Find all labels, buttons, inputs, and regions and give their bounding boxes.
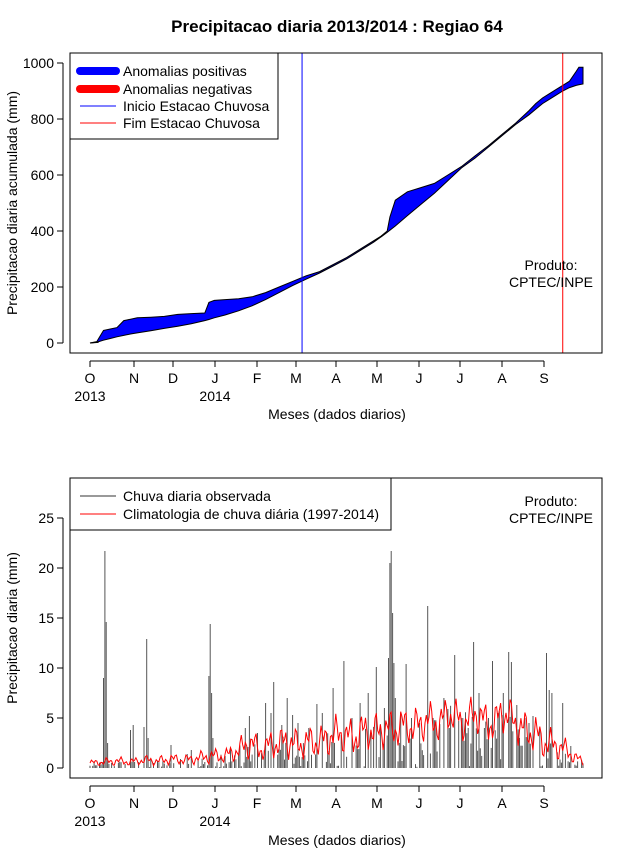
legend-negative: Anomalias negativas [123,81,252,97]
top-month-label: A [497,370,507,386]
top-month-label: D [168,370,178,386]
top-x-axis-label: Meses (dados diarios) [268,406,406,422]
legend-climatology: Climatologia de chuva diária (1997-2014) [123,506,379,522]
positive-anomaly-area [89,66,584,344]
cumulative-chart: 0 200 400 600 800 1000 O N D J F M A M J J A S 2013 2014 [23,52,603,404]
bottom-month-label: J [212,795,219,811]
top-month-label: J [212,370,219,386]
bottom-legend-box [69,477,392,531]
top-month-label: F [253,370,262,386]
top-month-label: J [416,370,423,386]
top-month-label: A [331,370,341,386]
legend-start: Inicio Estacao Chuvosa [123,98,270,114]
top-month-label: O [85,370,96,386]
top-legend: Anomalias positivas Anomalias negativas … [69,52,279,140]
bottom-year-label: 2013 [74,813,105,829]
bottom-month-label: O [85,795,96,811]
legend-observed: Chuva diaria observada [123,488,271,504]
bottom-y-tick-label: 20 [38,560,54,576]
bottom-y-axis-label: Precipitacao diaria (mm) [4,552,20,704]
bottom-x-axis-label: Meses (dados diarios) [268,832,406,848]
top-year-label: 2014 [199,388,230,404]
top-year-label: 2013 [74,388,105,404]
chart-title: Precipitacao diaria 2013/2014 : Regiao 6… [171,17,503,36]
legend-end: Fim Estacao Chuvosa [123,115,260,131]
top-month-label: M [290,370,302,386]
top-annotation-line-2: CPTEC/INPE [509,274,593,290]
negative-anomaly-area [89,341,99,344]
legend-positive: Anomalias positivas [123,63,247,79]
bottom-month-label: M [371,795,383,811]
bottom-month-label: M [290,795,302,811]
top-y-tick-label: 800 [31,111,55,127]
daily-chart: 0 5 10 15 20 25 O N D J F M A M J J A S 2013 2014 [38,477,603,829]
bottom-month-label: F [253,795,262,811]
top-y-tick-label: 0 [46,335,54,351]
bottom-annotation-line-1: Produto: [525,493,578,509]
bottom-y-tick-label: 25 [38,510,54,526]
top-month-label: N [129,370,139,386]
bottom-month-label: A [331,795,341,811]
top-y-axis-label: Precipitacao diaria acumulada (mm) [4,91,20,315]
top-y-tick-label: 1000 [23,55,54,71]
climatology-line [89,696,584,767]
top-annotation-line-1: Produto: [525,257,578,273]
bottom-month-label: S [539,795,548,811]
bottom-month-label: J [457,795,464,811]
bottom-y-tick-label: 0 [46,760,54,776]
top-month-label: M [371,370,383,386]
bottom-y-tick-label: 10 [38,660,54,676]
bottom-y-tick-label: 5 [46,710,54,726]
bottom-month-label: N [129,795,139,811]
bottom-annotation-line-2: CPTEC/INPE [509,510,593,526]
bottom-month-label: D [168,795,178,811]
top-month-label: J [457,370,464,386]
top-y-tick-label: 200 [31,279,55,295]
top-month-label: S [539,370,548,386]
bottom-month-label: J [416,795,423,811]
bottom-legend: Chuva diaria observada Climatologia de c… [69,477,392,531]
top-plot-frame [69,52,603,354]
top-y-tick-label: 400 [31,223,55,239]
bottom-month-label: A [497,795,507,811]
bottom-year-label: 2014 [199,813,230,829]
top-y-tick-label: 600 [31,167,55,183]
bottom-y-tick-label: 15 [38,610,54,626]
